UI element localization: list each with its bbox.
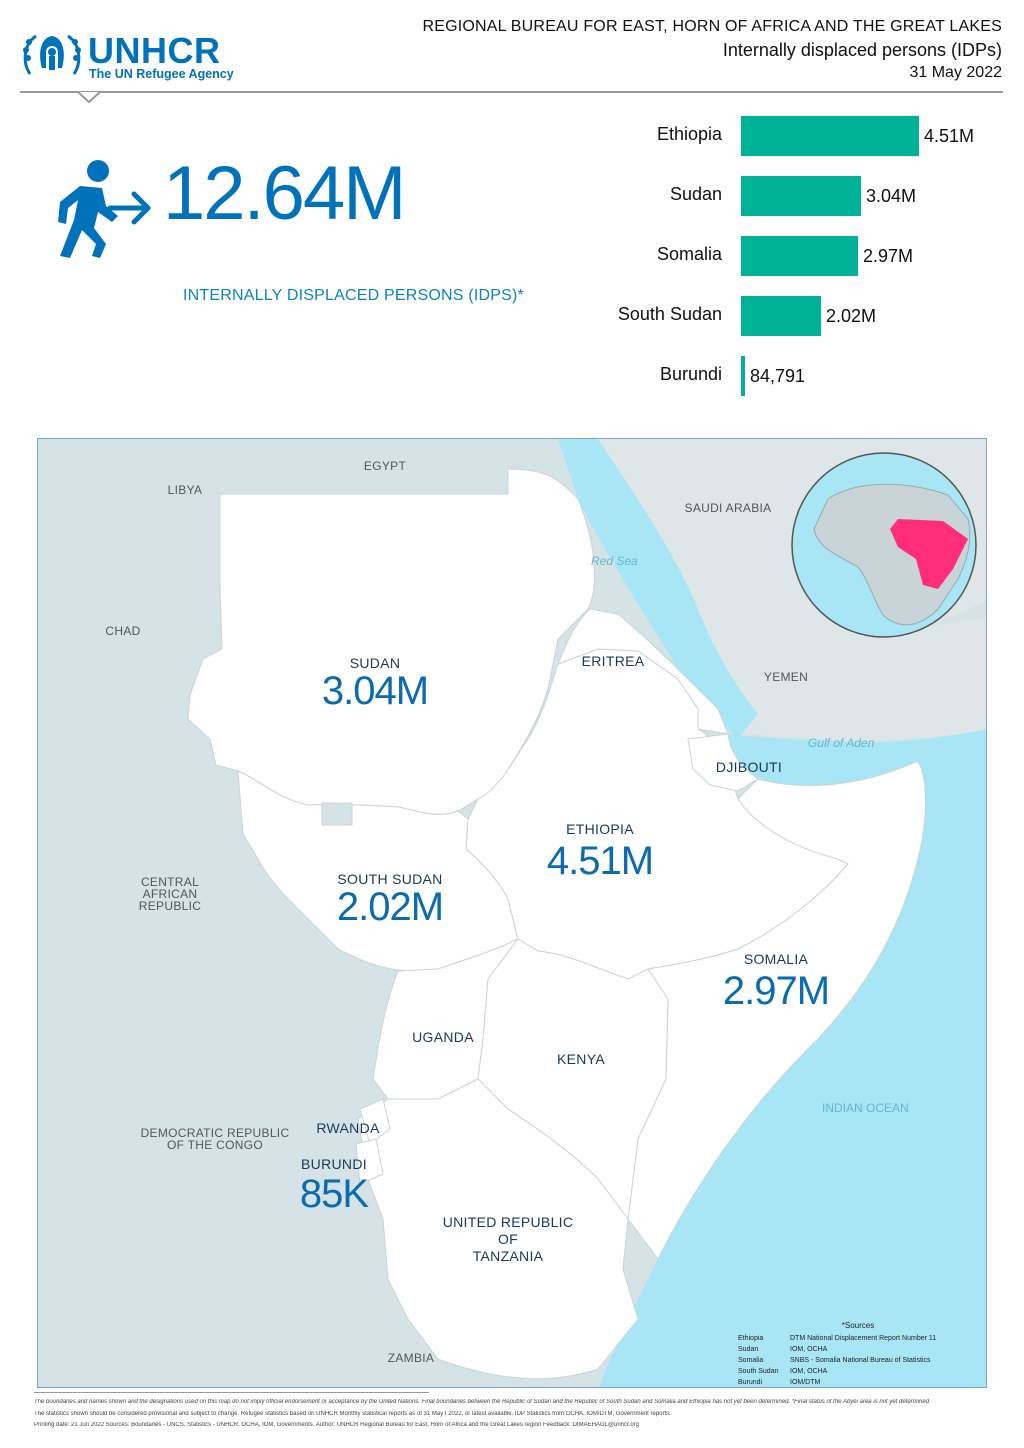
sources-source: DTM National Displacement Report Number … <box>790 1335 937 1342</box>
bar-sudan <box>741 176 861 216</box>
value-sudan: 3.04M <box>321 669 429 713</box>
label-indian-ocean: INDIAN OCEAN <box>822 1101 909 1115</box>
footer-disclaimer: The boundaries and names shown and the d… <box>34 1399 931 1405</box>
bar-category-label: Ethiopia <box>656 124 722 144</box>
label-djibouti: DJIBOUTI <box>715 759 783 775</box>
label-somalia: SOMALIA <box>743 951 809 967</box>
footer-rule <box>34 1392 429 1393</box>
inset-globe <box>791 452 977 638</box>
label-egypt: EGYPT <box>363 459 407 473</box>
sources-country: Burundi <box>738 1379 763 1386</box>
kpi-label: INTERNALLY DISPLACED PERSONS (IDPS)* <box>183 287 524 304</box>
label-sudan: SUDAN <box>349 655 401 671</box>
sources-row: Ethiopia DTM National Displacement Report… <box>738 1333 978 1344</box>
label-rwanda: RWANDA <box>316 1120 380 1136</box>
bar-burundi <box>741 356 745 396</box>
sources-country: Ethiopia <box>738 1335 764 1342</box>
unhcr-logo <box>20 28 250 84</box>
sources-row: Somalia SNBS - Somalia National Bureau of… <box>738 1355 978 1366</box>
bar-category-label: South Sudan <box>617 304 722 324</box>
bar-category-label: Burundi <box>659 364 722 384</box>
label-yemen: YEMEN <box>763 670 809 684</box>
label-kenya: KENYA <box>557 1051 605 1067</box>
bar-ethiopia <box>741 116 919 156</box>
label-drc: DEMOCRATIC REPUBLIC OF THE CONGO <box>140 1126 290 1152</box>
header-bureau: REGIONAL BUREAU FOR EAST, HORN OF AFRICA… <box>422 18 1002 35</box>
bar-value-label: 3.04M <box>866 186 917 206</box>
header-subtitle: Internally displaced persons (IDPs) <box>722 40 1002 60</box>
value-ethiopia: 4.51M <box>546 839 654 883</box>
sources-country: South Sudan <box>738 1368 779 1375</box>
sources-row: Sudan IOM, OCHA <box>738 1344 978 1355</box>
sources-source: IOM, OCHA <box>790 1368 828 1375</box>
label-eritrea: ERITREA <box>581 653 645 669</box>
header-divider <box>20 91 1003 93</box>
footer-credits: Printing date: 21 Jun 2022 Sources: Boun… <box>34 1422 640 1428</box>
sources-row: Burundi IOM/DTM <box>738 1377 978 1387</box>
label-south-sudan: SOUTH SUDAN <box>337 871 443 887</box>
kpi-total-idps: 12.64M <box>163 151 406 236</box>
label-tanzania: UNITED REPUBLIC OF TANZANIA <box>442 1214 574 1264</box>
label-chad: CHAD <box>105 624 141 638</box>
sources-source: IOM, OCHA <box>790 1346 828 1353</box>
label-uganda: UGANDA <box>412 1029 474 1045</box>
header-date: 31 May 2022 <box>909 64 1002 81</box>
label-zambia: ZAMBIA <box>387 1351 435 1365</box>
logo-tagline: The UN Refugee Agency <box>89 67 234 81</box>
unhcr-emblem-icon <box>23 34 81 75</box>
value-somalia: 2.97M <box>722 969 830 1013</box>
label-ethiopia: ETHIOPIA <box>566 821 634 837</box>
bar-value-label: 4.51M <box>924 126 975 146</box>
region-map: EGYPT LIBYA CHAD SAUDI ARABIA YEMEN CENT… <box>37 438 987 1388</box>
sources-country: Sudan <box>738 1346 759 1353</box>
value-burundi: 85K <box>299 1172 369 1216</box>
idp-bar-chart: Ethiopia 4.51M Sudan 3.04M Somalia 2.97M South… <box>590 110 1010 410</box>
person-walking-arrow-icon <box>58 160 151 258</box>
label-burundi: BURUNDI <box>301 1156 367 1172</box>
sources-table: *Sources Ethiopia DTM National Displaceme… <box>738 1321 978 1387</box>
bar-value-label: 2.02M <box>826 306 877 326</box>
bar-category-label: Somalia <box>656 244 722 264</box>
bar-value-label: 84,791 <box>750 366 806 386</box>
label-red-sea: Red Sea <box>591 554 638 568</box>
sources-country: Somalia <box>738 1357 764 1364</box>
sources-title: *Sources <box>841 1321 875 1330</box>
header-notch <box>78 92 100 104</box>
label-gulf-of-aden: Gulf of Aden <box>808 736 875 750</box>
sources-source: IOM/DTM <box>790 1379 821 1386</box>
logo-wordmark: UNHCR <box>88 30 221 71</box>
label-car: CENTRAL AFRICAN REPUBLIC <box>138 875 202 913</box>
bar-value-label: 2.97M <box>863 246 914 266</box>
map-canvas <box>38 439 986 1387</box>
bar-south-sudan <box>741 296 821 336</box>
bar-somalia <box>741 236 858 276</box>
sources-row: South Sudan IOM, OCHA <box>738 1366 978 1377</box>
label-libya: LIBYA <box>167 483 203 497</box>
value-south-sudan: 2.02M <box>336 885 444 929</box>
bar-category-label: Sudan <box>669 184 722 204</box>
label-saudi-arabia: SAUDI ARABIA <box>684 501 772 515</box>
sources-source: SNBS - Somalia National Bureau of Statis… <box>790 1357 931 1364</box>
footer-statistics-note: The statistics shown should be considere… <box>34 1411 671 1417</box>
